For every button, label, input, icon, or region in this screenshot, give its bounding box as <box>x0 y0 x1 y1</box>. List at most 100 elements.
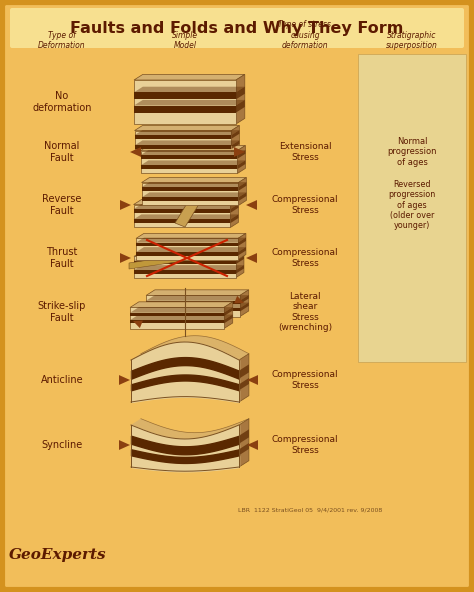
Polygon shape <box>212 429 223 435</box>
Polygon shape <box>193 432 203 439</box>
Polygon shape <box>210 429 220 436</box>
Polygon shape <box>172 432 182 438</box>
Polygon shape <box>189 336 199 342</box>
Polygon shape <box>209 429 219 436</box>
Polygon shape <box>182 433 193 439</box>
Polygon shape <box>174 336 185 343</box>
Polygon shape <box>169 337 180 344</box>
Polygon shape <box>194 432 205 439</box>
Polygon shape <box>208 339 218 346</box>
Polygon shape <box>183 336 193 342</box>
Polygon shape <box>193 432 204 439</box>
Polygon shape <box>131 419 141 425</box>
Polygon shape <box>134 204 238 209</box>
Polygon shape <box>185 336 196 342</box>
Polygon shape <box>133 321 143 328</box>
Polygon shape <box>137 350 147 357</box>
Polygon shape <box>173 432 183 438</box>
Polygon shape <box>210 340 221 347</box>
Polygon shape <box>175 336 186 343</box>
Polygon shape <box>149 426 159 432</box>
Polygon shape <box>202 338 212 345</box>
Polygon shape <box>146 295 249 301</box>
Polygon shape <box>230 422 240 429</box>
Polygon shape <box>200 432 210 437</box>
Polygon shape <box>222 345 233 352</box>
Polygon shape <box>177 336 188 342</box>
Polygon shape <box>132 419 142 426</box>
Polygon shape <box>140 349 150 356</box>
Text: Normal
progression
of ages: Normal progression of ages <box>387 137 437 167</box>
Polygon shape <box>134 252 244 256</box>
Polygon shape <box>233 350 244 357</box>
Polygon shape <box>213 428 224 435</box>
Polygon shape <box>137 350 148 356</box>
Polygon shape <box>134 270 236 274</box>
Polygon shape <box>219 344 229 350</box>
Polygon shape <box>220 426 231 432</box>
Polygon shape <box>171 337 181 343</box>
Polygon shape <box>163 339 173 346</box>
Polygon shape <box>166 338 176 345</box>
Polygon shape <box>226 347 237 353</box>
Polygon shape <box>159 340 170 347</box>
Polygon shape <box>193 336 204 343</box>
Polygon shape <box>164 339 174 345</box>
Polygon shape <box>181 336 191 342</box>
Polygon shape <box>212 429 222 435</box>
Polygon shape <box>160 429 171 436</box>
Polygon shape <box>207 339 218 346</box>
Polygon shape <box>239 365 249 379</box>
Polygon shape <box>179 336 189 342</box>
Polygon shape <box>194 432 204 439</box>
Polygon shape <box>185 433 195 439</box>
Polygon shape <box>141 150 246 155</box>
Polygon shape <box>149 345 160 351</box>
Polygon shape <box>231 349 241 356</box>
Polygon shape <box>224 307 233 316</box>
Polygon shape <box>144 347 154 353</box>
Polygon shape <box>148 345 158 352</box>
Polygon shape <box>225 346 235 353</box>
Polygon shape <box>132 419 143 426</box>
Text: Compressional
Stress: Compressional Stress <box>272 248 338 268</box>
Polygon shape <box>167 431 177 437</box>
Polygon shape <box>194 336 204 343</box>
Polygon shape <box>148 345 159 351</box>
Polygon shape <box>169 431 180 437</box>
Polygon shape <box>235 352 245 358</box>
Polygon shape <box>172 432 182 438</box>
Polygon shape <box>142 198 238 201</box>
Polygon shape <box>238 419 248 426</box>
Polygon shape <box>222 425 233 432</box>
Polygon shape <box>189 433 200 439</box>
Polygon shape <box>141 423 152 429</box>
Polygon shape <box>133 419 143 426</box>
Polygon shape <box>134 352 144 359</box>
Polygon shape <box>170 432 181 438</box>
Polygon shape <box>183 433 193 439</box>
Polygon shape <box>178 336 189 342</box>
Polygon shape <box>179 336 190 342</box>
Polygon shape <box>146 346 156 352</box>
Polygon shape <box>171 337 182 343</box>
Polygon shape <box>191 336 201 342</box>
Polygon shape <box>139 422 150 429</box>
Polygon shape <box>200 337 210 344</box>
Text: Compressional
Stress: Compressional Stress <box>272 371 338 390</box>
Text: No
deformation: No deformation <box>32 91 92 113</box>
Polygon shape <box>198 432 209 438</box>
Polygon shape <box>182 336 192 342</box>
Polygon shape <box>216 427 227 433</box>
Polygon shape <box>191 433 201 439</box>
Polygon shape <box>158 341 169 348</box>
Polygon shape <box>145 346 155 353</box>
Polygon shape <box>134 265 244 270</box>
Polygon shape <box>120 253 131 263</box>
Polygon shape <box>151 426 161 433</box>
Polygon shape <box>237 160 246 169</box>
Polygon shape <box>134 80 236 124</box>
Polygon shape <box>210 340 220 347</box>
Polygon shape <box>211 341 222 348</box>
Polygon shape <box>170 337 181 344</box>
